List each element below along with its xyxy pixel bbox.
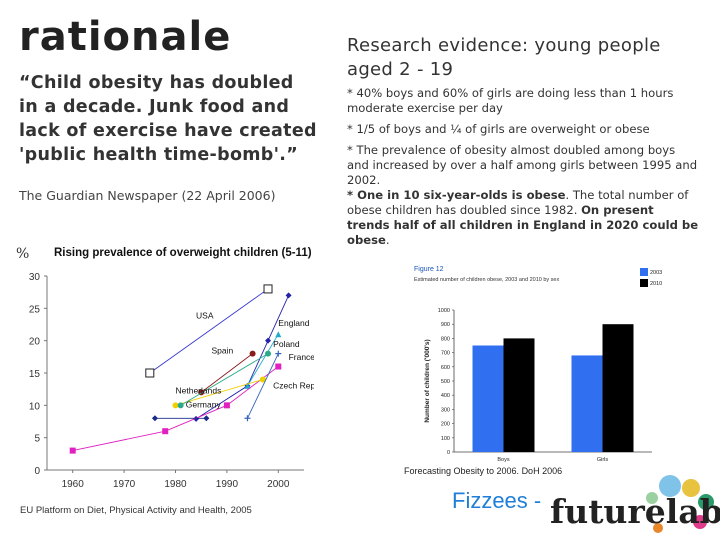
y-unit-label: % xyxy=(16,246,29,262)
bullet-overweight: * 1/5 of boys and ¼ of girls are overwei… xyxy=(347,122,650,136)
series-label-germany: Germany xyxy=(186,399,222,409)
series-line xyxy=(247,333,279,387)
series-label-spain: Spain xyxy=(211,346,233,356)
chart-axes xyxy=(44,275,304,473)
chart-series xyxy=(69,284,292,454)
bullet-bold-two: On present trends half of all children i… xyxy=(347,203,699,247)
y-tick-label: 30 xyxy=(29,272,41,283)
futurelab-logo: futurelab xyxy=(550,475,720,533)
bullet-exercise: * 40% boys and 60% of girls are doing le… xyxy=(347,86,674,115)
series-line xyxy=(72,366,279,452)
data-point xyxy=(69,447,76,454)
bar-y-tick-label: 400 xyxy=(441,393,450,399)
bar-y-tick-label: 700 xyxy=(441,351,450,357)
overweight-line-chart: Rising prevalence of overweight children… xyxy=(16,246,315,490)
bar-y-tick-label: 600 xyxy=(441,365,450,371)
data-point xyxy=(162,428,169,435)
data-point xyxy=(275,331,282,338)
bullet-bold-one: * One in 10 six-year-olds is obese xyxy=(347,188,566,202)
bullet-one-in-ten: * One in 10 six-year-olds is obese. The … xyxy=(347,188,699,248)
series-line xyxy=(195,295,289,420)
series-line xyxy=(180,353,269,406)
bullet-prevalence: * The prevalence of obesity almost doubl… xyxy=(347,143,698,187)
x-tick-label: 2000 xyxy=(267,479,290,490)
data-point xyxy=(259,376,266,383)
guardian-quote: “Child obesity has doubled in a decade. … xyxy=(19,73,317,165)
bar-girls-2010 xyxy=(602,324,634,452)
legend-label: 2010 xyxy=(650,281,662,287)
y-tick-label: 15 xyxy=(29,369,41,380)
bullet-text: . The total number of obese children has… xyxy=(347,188,689,217)
data-point xyxy=(203,415,210,422)
data-point xyxy=(172,402,179,409)
bullet-end: . xyxy=(385,233,390,247)
forecast-bar-chart: Figure 12 Estimated number of children o… xyxy=(414,266,662,462)
series-label-czech-rep: Czech Rep xyxy=(273,381,314,391)
data-point xyxy=(263,284,273,294)
right-chart-source: Forecasting Obesity to 2006. DoH 2006 xyxy=(404,466,563,476)
bar-y-tick-label: 300 xyxy=(441,407,450,413)
data-point xyxy=(145,368,155,378)
data-point xyxy=(285,292,292,299)
data-point xyxy=(151,415,158,422)
research-bullets: * 40% boys and 60% of girls are doing le… xyxy=(347,86,699,254)
series-label-poland: Poland xyxy=(273,339,300,349)
series-labels: USA England Spain Poland France Netherlands Ge… xyxy=(176,311,315,410)
x-tick-label: 1990 xyxy=(216,479,239,490)
bar-y-tick-label: 200 xyxy=(441,422,450,428)
x-tick-label: 1970 xyxy=(113,479,136,490)
series-label-netherlands: Netherlands xyxy=(176,386,222,396)
left-chart-source: EU Platform on Diet, Physical Activity a… xyxy=(20,505,252,516)
quote-source: The Guardian Newspaper (22 April 2006) xyxy=(19,188,276,203)
y-tick-label: 0 xyxy=(34,466,40,477)
x-tick-label: 1980 xyxy=(164,479,187,490)
bar-boys-2003 xyxy=(472,345,504,452)
x-tick-label: 1960 xyxy=(62,479,85,490)
logo-text: futurelab xyxy=(550,492,720,531)
legend-swatch xyxy=(640,268,648,276)
bar-girls-2003 xyxy=(571,355,603,452)
bar-y-tick-label: 0 xyxy=(447,450,450,456)
y-tick-label: 20 xyxy=(29,337,41,348)
bar-legend: 2003 2010 xyxy=(640,268,662,287)
series-label-france: France xyxy=(289,352,314,362)
research-heading: Research evidence: young people aged 2 -… xyxy=(347,35,661,80)
bar-y-tick-label: 100 xyxy=(441,436,450,442)
data-point xyxy=(265,337,272,344)
y-tick-label: 25 xyxy=(29,304,41,315)
bar-y-tick-label: 500 xyxy=(441,379,450,385)
series-line xyxy=(149,288,269,374)
data-point xyxy=(244,382,251,389)
chart-title: Rising prevalence of overweight children… xyxy=(54,247,312,259)
bar-category-label: Girls xyxy=(597,457,609,462)
y-tick-label: 10 xyxy=(29,401,41,412)
chart-ticks: 0 5 10 15 20 25 30 1960 1970 1980 1990 2000 xyxy=(29,272,290,490)
series-line xyxy=(175,379,264,406)
legend-swatch xyxy=(640,279,648,287)
data-point xyxy=(249,350,256,357)
bar-y-tick-label: 900 xyxy=(441,322,450,328)
bar-series: Boys Girls xyxy=(472,324,634,462)
series-label-usa: USA xyxy=(196,311,214,321)
data-point xyxy=(177,402,184,409)
slide-title: rationale xyxy=(19,14,232,60)
bar-category-label: Boys xyxy=(497,457,509,462)
data-point xyxy=(275,350,282,357)
series-label-england: England xyxy=(278,318,309,328)
data-point xyxy=(223,402,230,409)
bar-y-axis-title: Number of children ('000's) xyxy=(424,339,431,422)
data-point xyxy=(265,350,272,357)
figure-title: Figure 12 xyxy=(414,266,444,273)
fizzees-brand: Fizzees - xyxy=(452,488,542,513)
data-point xyxy=(244,415,251,422)
series-line xyxy=(200,353,253,393)
bar-boys-2010 xyxy=(503,338,535,452)
data-point xyxy=(275,363,282,370)
bar-y-tick-label: 800 xyxy=(441,336,450,342)
series-line xyxy=(247,353,279,419)
y-tick-label: 5 xyxy=(34,434,40,445)
legend-label: 2003 xyxy=(650,270,662,276)
figure-subtitle: Estimated number of children obese, 2003… xyxy=(414,277,559,283)
bar-y-tick-label: 1000 xyxy=(438,308,450,314)
